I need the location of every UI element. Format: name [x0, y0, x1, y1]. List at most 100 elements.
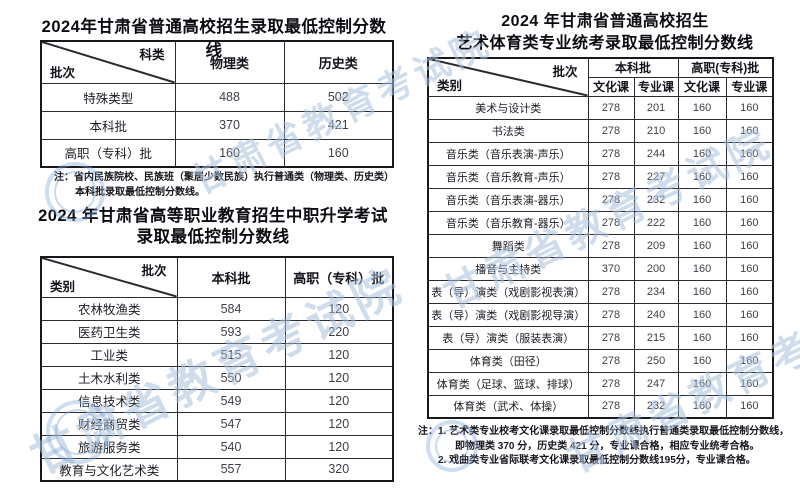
cell-value: 160	[677, 210, 727, 235]
cell-value: 593	[176, 319, 286, 344]
cell-value: 278	[587, 302, 635, 327]
corner-label-category: 类别	[50, 279, 76, 294]
cell-value: 370	[587, 256, 635, 281]
subcolumn-header-major: 专业课	[633, 76, 679, 97]
cell-value: 244	[633, 141, 679, 166]
cell-value: 160	[677, 256, 727, 281]
cell-value: 278	[587, 187, 635, 212]
row-label: 表（导）演类（戏剧影视导演）	[427, 302, 589, 327]
row-label: 旅游服务类	[40, 434, 178, 459]
cell-value: 160	[725, 118, 774, 143]
cell-value: 220	[284, 319, 394, 344]
row-label: 体育类（田径）	[427, 348, 589, 373]
diagonal-line	[42, 42, 175, 83]
row-label: 工业类	[40, 342, 178, 367]
table-row: 舞蹈类 278 209 160 160	[427, 233, 774, 258]
table-row: 医药卫生类 593 220	[40, 319, 394, 344]
cell-value: 160	[677, 302, 727, 327]
table-row: 本科批 370 421	[40, 110, 394, 140]
cell-value: 120	[284, 365, 394, 390]
cell-value: 250	[633, 348, 679, 373]
table-row: 财经商贸类 547 120	[40, 411, 394, 436]
table-row: 音乐类（音乐表演-声乐） 278 244 160 160	[427, 141, 774, 166]
cell-value: 247	[633, 371, 679, 396]
cell-value: 160	[725, 210, 774, 235]
row-label: 音乐类（音乐教育-器乐）	[427, 210, 589, 235]
art-sports-admission-table: 批次 类别 本科批 高职(专科)批 文化课 专业课 文化课 专业课 美术与设计类…	[427, 57, 775, 419]
cell-value: 209	[633, 233, 679, 258]
table-row: 体育类（武术、体操） 278 232 160 160	[427, 394, 774, 419]
cell-value: 160	[725, 95, 774, 120]
table2-title-line2: 录取最低控制分数线	[136, 228, 290, 247]
cell-value: 488	[174, 82, 285, 112]
cell-value: 278	[587, 279, 635, 304]
cell-value: 160	[725, 164, 774, 189]
cell-value: 120	[284, 434, 394, 459]
cell-value: 278	[587, 118, 635, 143]
cell-value: 120	[284, 388, 394, 413]
cell-value: 370	[174, 110, 285, 140]
cell-value: 278	[587, 394, 635, 419]
table-row: 体育类（足球、篮球、排球） 278 247 160 160	[427, 371, 774, 396]
cell-value: 227	[633, 164, 679, 189]
table3-title: 2024 年甘肃省普通高校招生 艺术体育类专业统考录取最低控制分数线	[418, 11, 792, 54]
corner-label-batch: 批次	[141, 264, 167, 278]
cell-value: 160	[725, 233, 774, 258]
cell-value: 502	[283, 82, 394, 112]
row-label: 土木水利类	[40, 365, 178, 390]
subcolumn-header-culture: 文化课	[587, 76, 635, 97]
table2-title-line1: 2024 年甘肃省高等职业教育招生中职升学考试	[38, 207, 388, 225]
cell-value: 278	[587, 371, 635, 396]
cell-value: 160	[725, 256, 774, 281]
cell-value: 421	[283, 110, 394, 140]
vocational-admission-table: 批次 类别 本科批 高职（专科）批 农林牧渔类 584 120 医药卫生类 593 22…	[40, 256, 394, 482]
row-label: 高职（专科）批	[40, 138, 176, 168]
cell-value: 160	[677, 233, 727, 258]
cell-value: 120	[284, 411, 394, 436]
cell-value: 215	[633, 325, 679, 350]
cell-value: 222	[633, 210, 679, 235]
table3-footnote-1: 注：1. 艺术类专业校考文化课录取最低控制分数线执行普通类录取最低控制分数线，即…	[418, 426, 790, 452]
cell-value: 160	[677, 118, 727, 143]
row-label: 医药卫生类	[40, 319, 178, 344]
row-label: 表（导）演类（服装表演）	[427, 325, 589, 350]
row-label: 音乐类（音乐表演-器乐）	[427, 187, 589, 212]
table-row: 音乐类（音乐表演-器乐） 278 232 160 160	[427, 187, 774, 212]
cell-value: 515	[176, 342, 286, 367]
cell-value: 278	[587, 95, 635, 120]
cell-value: 160	[725, 394, 774, 419]
cell-value: 200	[633, 256, 679, 281]
cell-value: 278	[587, 141, 635, 166]
corner-label-subject: 科类	[139, 48, 165, 62]
cell-value: 160	[725, 187, 774, 212]
cell-value: 278	[587, 233, 635, 258]
cell-value: 160	[677, 164, 727, 189]
cell-value: 160	[677, 394, 727, 419]
cell-value: 557	[176, 457, 286, 482]
cell-value: 549	[176, 388, 286, 413]
cell-value: 120	[284, 296, 394, 321]
cell-value: 540	[176, 434, 286, 459]
column-header-undergrad: 本科批	[176, 256, 286, 298]
row-label: 播音与主持类	[427, 256, 589, 281]
table3-footnotes: 注：1. 艺术类专业校考文化课录取最低控制分数线执行普通类录取最低控制分数线，即…	[418, 425, 796, 469]
corner-label-category: 类别	[437, 78, 463, 93]
cell-value: 160	[677, 279, 727, 304]
cell-value: 210	[633, 118, 679, 143]
cell-value: 160	[725, 141, 774, 166]
cell-value: 278	[587, 164, 635, 189]
cell-value: 547	[176, 411, 286, 436]
diagonal-line	[42, 258, 177, 297]
cell-value: 320	[284, 457, 394, 482]
row-label: 体育类（武术、体操）	[427, 394, 589, 419]
table-row: 体育类（田径） 278 250 160 160	[427, 348, 774, 373]
table-row: 信息技术类 549 120	[40, 388, 394, 413]
row-label: 体育类（足球、篮球、排球）	[427, 371, 589, 396]
table3-footnote-2: 2. 戏曲类专业省际联考文化课录取最低控制分数线195分，专业课合格。	[438, 455, 756, 466]
table3-title-line1: 2024 年甘肃省普通高校招生	[501, 13, 709, 30]
table-row: 特殊类型 488 502	[40, 82, 394, 112]
subcolumn-header-major: 专业课	[725, 76, 774, 97]
table-row: 土木水利类 550 120	[40, 365, 394, 390]
cell-value: 160	[725, 302, 774, 327]
cell-value: 160	[725, 348, 774, 373]
